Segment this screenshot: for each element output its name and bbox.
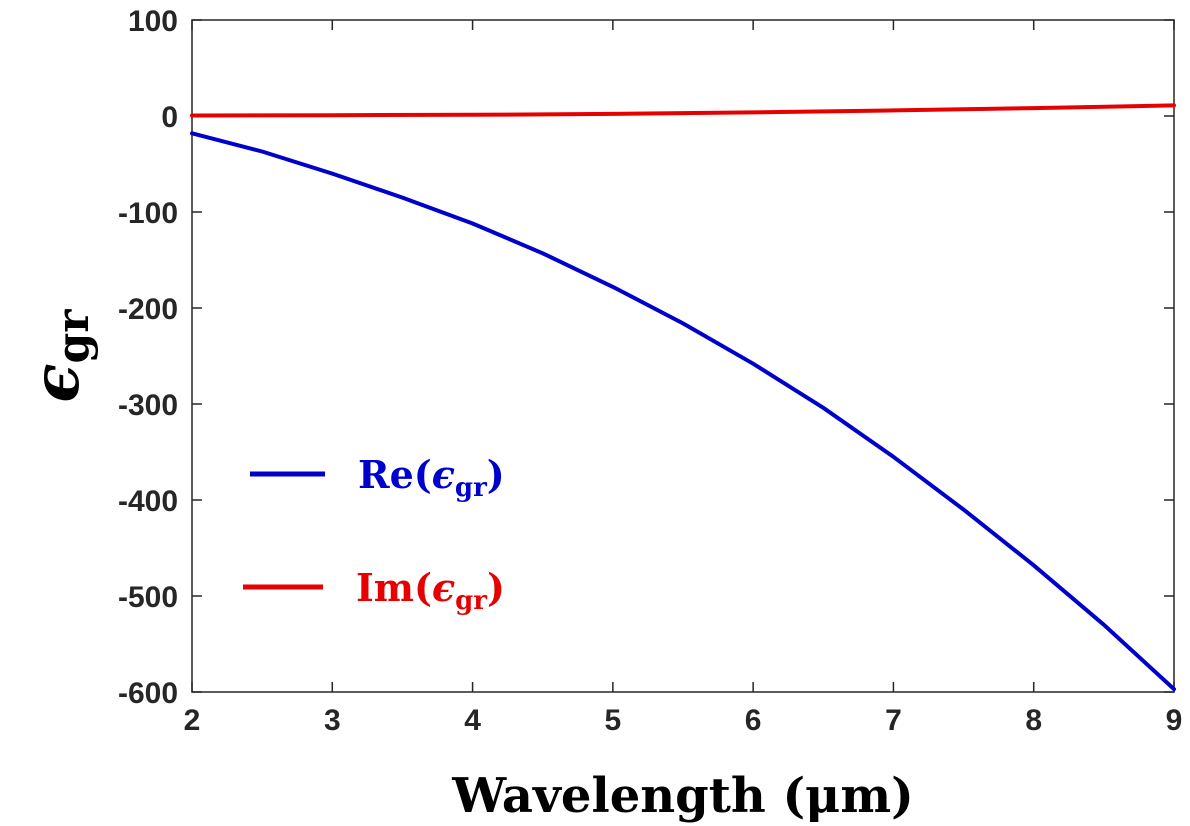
y-tick-label: 100	[128, 5, 178, 38]
y-tick-label: -400	[118, 485, 178, 518]
legend-item-re: Re(ϵgr)	[250, 452, 505, 503]
legend-label-im: Im(ϵgr)	[356, 565, 505, 616]
y-tick-label: -200	[118, 293, 178, 326]
y-axis-title-symbol: ϵ	[19, 363, 94, 402]
y-tick-label: 0	[161, 101, 178, 134]
x-tick-label: 9	[1166, 704, 1183, 737]
y-tick-label: -500	[118, 581, 178, 614]
x-tick-label: 7	[885, 704, 902, 737]
plot-area	[191, 19, 1175, 693]
y-tick-label: -300	[118, 389, 178, 422]
x-axis-title: Wavelength (μm)	[451, 768, 914, 824]
x-tick-label: 6	[745, 704, 762, 737]
series-line-re	[190, 131, 1176, 692]
y-ticks: 100 0 -100 -200 -300 -400 -500 -600	[118, 5, 1174, 710]
x-ticks: 2 3 4 5 6 7 8 9	[184, 20, 1183, 737]
x-tick-label: 4	[464, 704, 481, 737]
y-axis-title-subscript: gr	[48, 309, 99, 364]
x-tick-label: 3	[324, 704, 341, 737]
series-layer	[190, 103, 1176, 692]
y-tick-label: -600	[118, 677, 178, 710]
legend: Re(ϵgr) Im(ϵgr)	[243, 452, 505, 616]
series-line-im	[190, 103, 1176, 118]
x-tick-label: 2	[184, 704, 201, 737]
y-tick-label: -100	[118, 197, 178, 230]
x-tick-label: 5	[605, 704, 622, 737]
y-axis-title: ϵgr	[19, 309, 99, 403]
x-tick-label: 8	[1025, 704, 1042, 737]
legend-item-im: Im(ϵgr)	[243, 565, 505, 616]
legend-label-re: Re(ϵgr)	[358, 452, 505, 503]
